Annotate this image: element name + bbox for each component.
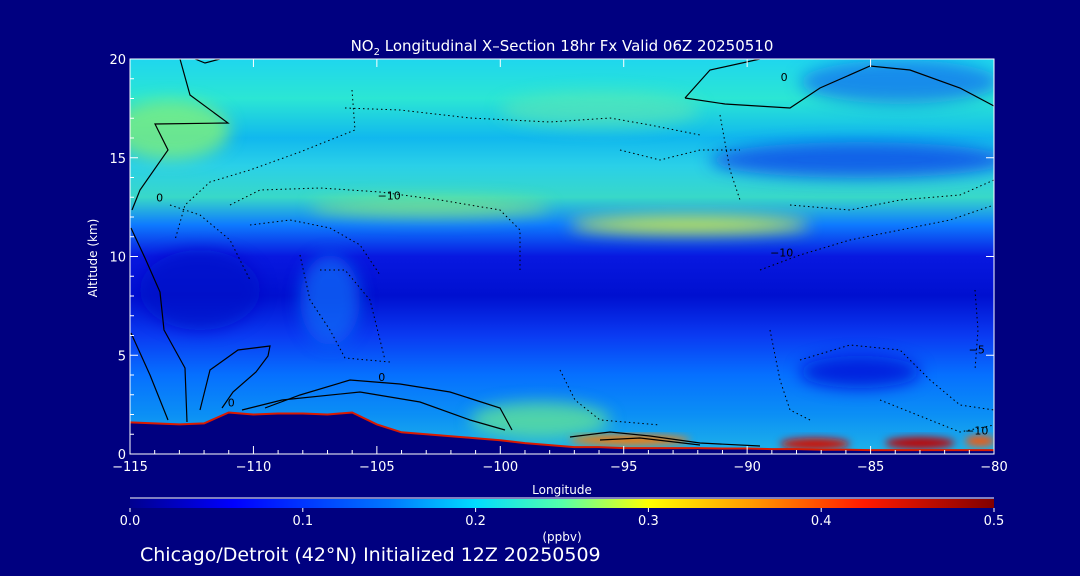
contour-line [799,344,994,411]
colorbar-tick-label: 0.3 [638,514,659,529]
contour-line [344,107,701,136]
terrain [130,412,994,454]
terrain-edge [130,411,994,452]
x-tick-label: −115 [112,460,148,475]
contour-line [569,431,761,447]
contour-line [199,345,271,411]
contour-label: 0 [228,397,235,410]
plot-area: 0 0 0 0 −10 −10 −10 −5 [130,59,994,454]
colorbar-tick-label: 0.2 [465,514,486,529]
contour-line [130,227,188,423]
contour-label: −10 [378,189,401,202]
chart-title: NO2 Longitudinal X–Section 18hr Fx Valid… [351,37,774,58]
x-tick-label: −90 [733,460,760,475]
x-tick-label: −95 [610,460,637,475]
x-tick-label: −85 [857,460,884,475]
y-axis: 0 5 10 15 20 [109,53,994,463]
x-tick-label: −110 [236,460,272,475]
surface-high-band [570,435,994,450]
field-features [130,60,994,438]
y-tick-label: 20 [109,53,126,68]
contour-label: −10 [965,424,988,437]
colorbar-ticks: 0.0 0.1 0.2 0.3 0.4 0.5 [120,508,1005,529]
colorbar-tick-label: 0.4 [811,514,832,529]
contour-line [299,254,391,363]
dotted-contours [169,89,994,433]
x-axis-label: Longitude [532,483,592,497]
x-tick-label: −105 [359,460,395,475]
x-tick-label: −100 [482,460,518,475]
contour-line [131,59,230,211]
x-tick-label: −80 [980,460,1007,475]
contour-line [684,59,761,99]
contour-label: −5 [969,343,985,356]
contour-label: 0 [378,371,385,384]
contour-label: 0 [156,191,163,204]
y-tick-label: 10 [109,251,126,266]
y-axis-label: Altitude (km) [86,219,100,298]
contour-line [249,219,381,276]
y-tick-label: 0 [118,448,126,463]
colorbar-tick-label: 0.5 [984,514,1005,529]
colorbar-gradient [130,499,994,508]
contour-line [719,114,741,201]
colorbar-tick-label: 0.0 [120,514,141,529]
contour-label: −10 [770,247,793,260]
contour-line [684,65,994,109]
colorbar: 0.0 0.1 0.2 0.3 0.4 0.5 (ppbv) [120,497,1005,544]
contour-line [264,379,513,431]
contour-line [599,437,701,446]
contour-line [559,369,661,426]
y-tick-label: 15 [109,152,126,167]
contour-lines [130,59,994,447]
contour-line [130,332,169,421]
contour-line [320,269,386,361]
contour-line [879,399,994,433]
colorbar-unit: (ppbv) [542,530,581,544]
colorbar-tick-label: 0.1 [292,514,313,529]
contour-line [194,59,221,64]
footer-text: Chicago/Detroit (42°N) Initialized 12Z 2… [140,544,601,566]
contour-line [241,391,506,431]
y-tick-label: 5 [118,349,126,364]
contour-labels: 0 0 0 0 −10 −10 −10 −5 [156,71,988,438]
x-axis: −115 −110 −105 −100 −95 −90 −85 −80 [112,59,1008,475]
contour-label: 0 [781,71,788,84]
